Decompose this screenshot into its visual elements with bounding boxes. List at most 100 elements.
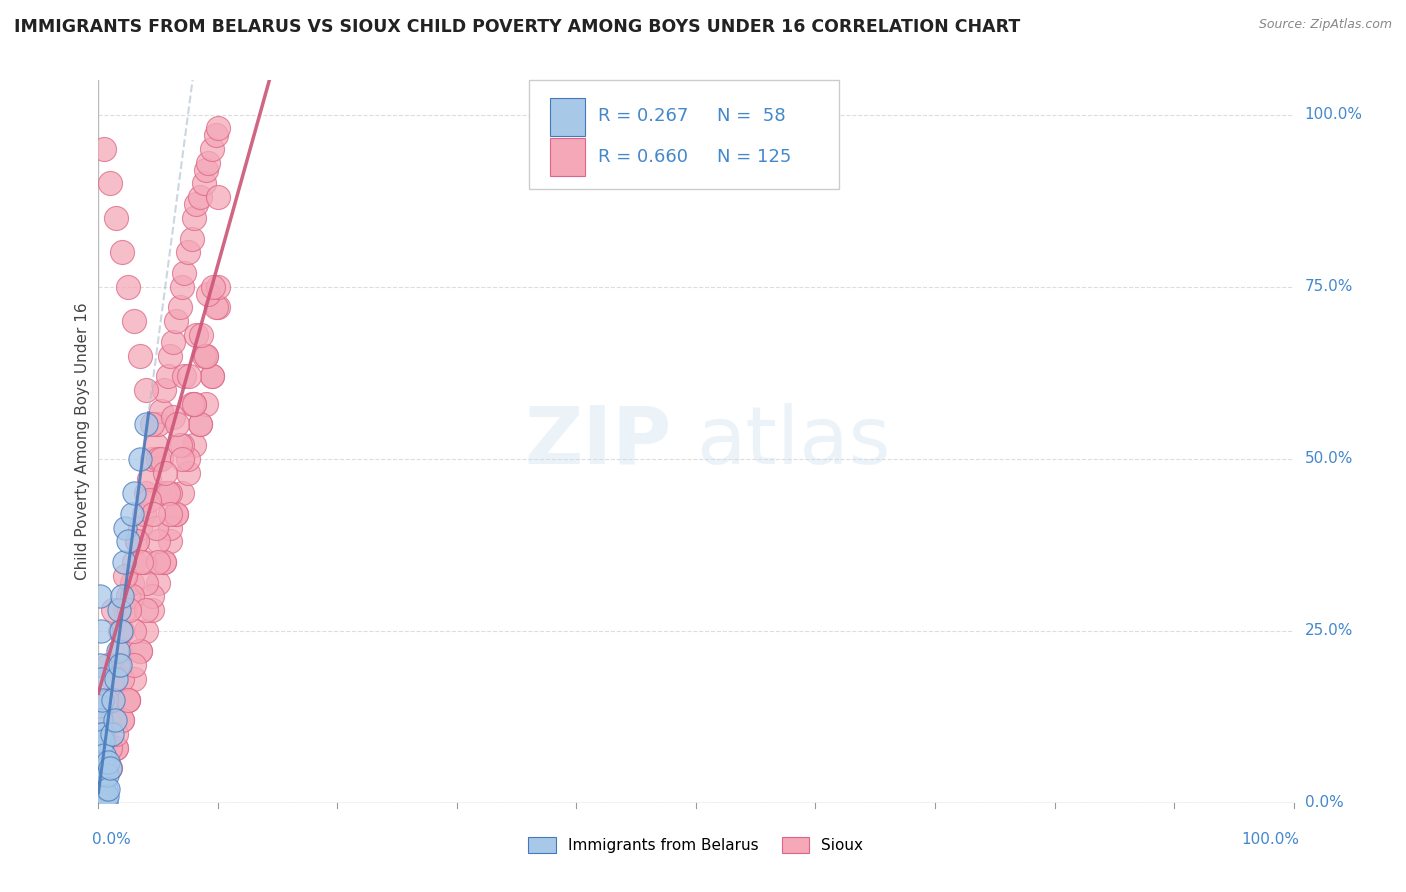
Point <box>135 417 157 432</box>
Point <box>107 658 129 673</box>
Point <box>98 761 122 775</box>
Point <box>91 796 114 810</box>
Point <box>89 796 111 810</box>
Text: R = 0.660: R = 0.660 <box>598 148 688 166</box>
Point <box>111 590 134 604</box>
Point <box>121 575 143 590</box>
Point <box>90 713 112 727</box>
Point <box>111 624 134 638</box>
Point <box>129 644 152 658</box>
Point <box>124 624 146 638</box>
Text: N =  58: N = 58 <box>717 107 786 126</box>
Point <box>89 768 111 782</box>
Point <box>117 534 139 549</box>
Point <box>153 383 176 397</box>
Point <box>195 397 218 411</box>
Point <box>112 555 135 569</box>
Point <box>93 789 115 803</box>
Point <box>207 301 229 315</box>
Point <box>91 796 114 810</box>
Point <box>188 417 211 432</box>
Point <box>149 403 172 417</box>
Point <box>207 121 229 136</box>
Point <box>129 349 152 363</box>
Point <box>145 520 167 534</box>
Point <box>190 327 212 342</box>
Point <box>91 789 114 803</box>
Point <box>153 555 176 569</box>
Point <box>166 417 188 432</box>
Point <box>172 438 194 452</box>
Y-axis label: Child Poverty Among Boys Under 16: Child Poverty Among Boys Under 16 <box>75 302 90 581</box>
Point <box>90 796 112 810</box>
FancyBboxPatch shape <box>550 138 585 176</box>
Point <box>177 451 200 466</box>
Point <box>129 644 152 658</box>
Point <box>169 438 191 452</box>
Point <box>91 755 114 769</box>
Text: IMMIGRANTS FROM BELARUS VS SIOUX CHILD POVERTY AMONG BOYS UNDER 16 CORRELATION C: IMMIGRANTS FROM BELARUS VS SIOUX CHILD P… <box>14 18 1021 36</box>
Point <box>204 128 226 143</box>
Point <box>117 590 139 604</box>
Point <box>104 713 127 727</box>
Point <box>89 658 111 673</box>
Point <box>204 301 226 315</box>
Point <box>114 568 136 582</box>
Point <box>141 417 163 432</box>
Point <box>188 190 211 204</box>
Point <box>121 590 143 604</box>
Point <box>93 727 115 741</box>
Point <box>89 727 111 741</box>
Point <box>183 438 205 452</box>
Point <box>105 672 128 686</box>
Point <box>91 734 114 748</box>
Point <box>148 534 170 549</box>
Point <box>135 383 157 397</box>
Point <box>149 451 172 466</box>
Text: 75.0%: 75.0% <box>1305 279 1353 294</box>
Point <box>125 534 148 549</box>
Point <box>105 740 128 755</box>
Point <box>162 334 184 349</box>
Point <box>111 713 134 727</box>
Point <box>153 486 176 500</box>
Point <box>96 789 118 803</box>
FancyBboxPatch shape <box>529 80 839 189</box>
Point <box>111 245 134 260</box>
Point <box>129 451 152 466</box>
Point <box>93 796 115 810</box>
Point <box>111 713 134 727</box>
Point <box>172 279 194 293</box>
Point <box>183 211 205 225</box>
Point <box>135 575 157 590</box>
Point <box>135 603 157 617</box>
Point <box>90 740 112 755</box>
Point <box>93 747 115 762</box>
Point <box>159 486 181 500</box>
Text: 0.0%: 0.0% <box>93 831 131 847</box>
Point <box>183 397 205 411</box>
Point <box>141 590 163 604</box>
Point <box>117 692 139 706</box>
Point <box>91 796 114 810</box>
Point <box>201 369 224 384</box>
Point <box>97 713 120 727</box>
Point <box>183 397 205 411</box>
Text: R = 0.267: R = 0.267 <box>598 107 689 126</box>
Point <box>105 658 128 673</box>
Point <box>195 349 218 363</box>
Point <box>105 740 128 755</box>
Point <box>179 369 201 384</box>
Point <box>91 796 114 810</box>
Point <box>177 466 200 480</box>
Point <box>89 782 111 797</box>
Point <box>124 658 146 673</box>
Point <box>89 590 111 604</box>
Point <box>195 162 218 177</box>
Point <box>148 555 170 569</box>
Point <box>172 451 194 466</box>
Point <box>90 624 112 638</box>
Point <box>96 768 118 782</box>
Point <box>105 211 128 225</box>
Point <box>159 349 181 363</box>
